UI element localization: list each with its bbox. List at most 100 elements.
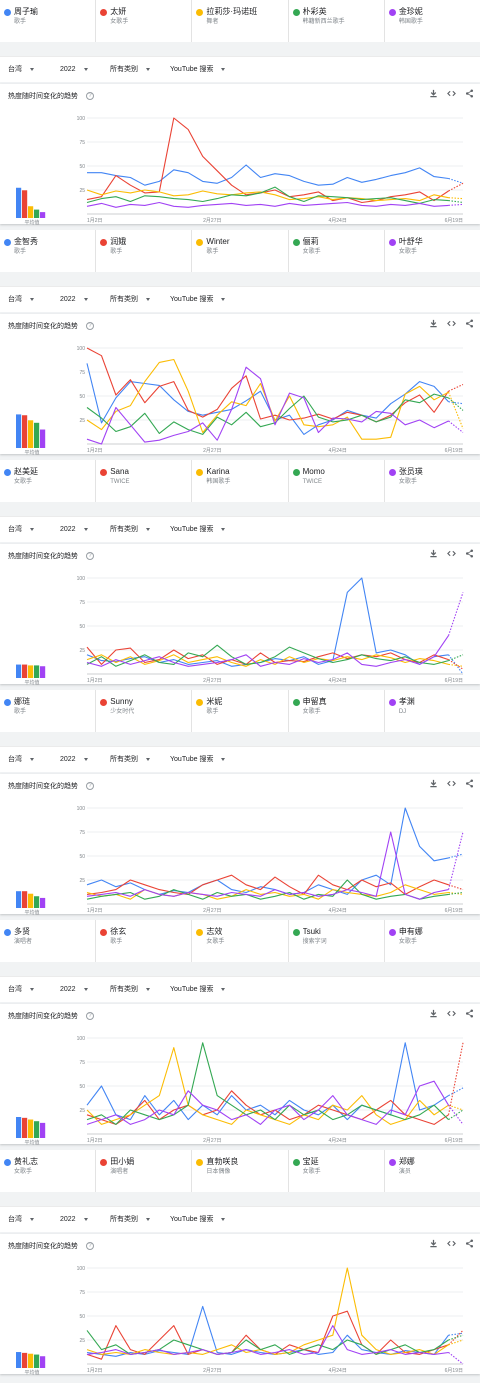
help-icon[interactable]: ? — [86, 92, 94, 101]
time-range-select[interactable]: 2022 — [60, 287, 88, 313]
help-icon[interactable]: ? — [86, 1012, 94, 1021]
compare-term-item[interactable]: Tsuki 搜索字词 — [289, 920, 385, 962]
compare-term-item[interactable]: 米妮 歌手 — [192, 690, 289, 732]
time-range-select[interactable]: 2022 — [60, 1207, 88, 1233]
compare-term-item[interactable]: 孝渊 DJ — [385, 690, 480, 732]
compare-term-item[interactable]: 田小娟 演唱者 — [96, 1150, 193, 1192]
download-icon[interactable] — [429, 319, 438, 328]
compare-term-item[interactable]: Sunny 少女时代 — [96, 690, 193, 732]
category-select[interactable]: 所有类别 — [110, 57, 150, 83]
compare-term-item[interactable]: 直勃咲良 日本偶像 — [192, 1150, 289, 1192]
compare-term-item[interactable]: 朴彩英 韩籍新西兰歌手 — [289, 0, 385, 42]
term-name: 润娥 — [110, 237, 127, 246]
region-select[interactable]: 台湾 — [8, 747, 34, 773]
search-source-select[interactable]: YouTube 搜索 — [170, 287, 226, 313]
download-icon[interactable] — [429, 1009, 438, 1018]
time-range-select[interactable]: 2022 — [60, 517, 88, 543]
compare-term-item[interactable]: 徐玄 歌手 — [96, 920, 193, 962]
card-title-text: 热度随时间变化的趋势 — [8, 93, 78, 100]
help-icon[interactable]: ? — [86, 782, 94, 791]
caret-down-icon — [83, 987, 88, 991]
embed-code-icon[interactable] — [447, 319, 456, 328]
embed-code-icon[interactable] — [447, 1239, 456, 1248]
compare-term-item[interactable]: 润娥 歌手 — [96, 230, 193, 272]
compare-terms-row: 赵美延 女歌手 Sana TWICE Karina 韩国歌手 Momo TWICE 张员瑛 女歌手 — [0, 460, 480, 502]
term-name: 黄礼志 — [14, 1157, 38, 1166]
help-icon[interactable]: ? — [86, 322, 94, 331]
term-type: 歌手 — [206, 249, 219, 255]
category-select[interactable]: 所有类别 — [110, 517, 150, 543]
average-bar — [34, 422, 40, 448]
share-icon[interactable] — [465, 549, 474, 558]
category-select[interactable]: 所有类别 — [110, 1207, 150, 1233]
interest-over-time-card: 热度随时间变化的趋势? 平均值 25 50 75 100 1月2日 2月27日 4月24日 6月1… — [0, 774, 480, 916]
series-partial-segment — [447, 1042, 464, 1115]
embed-code-icon[interactable] — [447, 1009, 456, 1018]
compare-term-item[interactable]: 志效 女歌手 — [192, 920, 289, 962]
compare-term-item[interactable]: Karina 韩国歌手 — [192, 460, 289, 502]
x-tick-label: 2月27日 — [203, 678, 221, 684]
card-actions — [429, 1239, 474, 1248]
compare-term-item[interactable]: 太妍 女歌手 — [96, 0, 193, 42]
compare-term-item[interactable]: Sana TWICE — [96, 460, 193, 502]
compare-term-item[interactable]: 周子瑜 歌手 — [0, 0, 97, 42]
share-icon[interactable] — [465, 779, 474, 788]
help-icon[interactable]: ? — [86, 552, 94, 561]
compare-term-item[interactable]: 俪莉 女歌手 — [289, 230, 385, 272]
compare-term-item[interactable]: 申留真 女歌手 — [289, 690, 385, 732]
compare-term-item[interactable]: 郑娜 演员 — [385, 1150, 480, 1192]
compare-term-item[interactable]: 宝延 女歌手 — [289, 1150, 385, 1192]
compare-term-item[interactable]: 多贤 演唱者 — [0, 920, 97, 962]
compare-term-item[interactable]: 拉莉莎·玛诺班 舞者 — [192, 0, 289, 42]
help-icon[interactable]: ? — [86, 1242, 94, 1251]
embed-code-icon[interactable] — [447, 549, 456, 558]
embed-code-icon[interactable] — [447, 779, 456, 788]
category-select[interactable]: 所有类别 — [110, 287, 150, 313]
search-source-select[interactable]: YouTube 搜索 — [170, 517, 226, 543]
series-partial-segment — [448, 1334, 464, 1341]
share-icon[interactable] — [465, 319, 474, 328]
search-source-select[interactable]: YouTube 搜索 — [170, 747, 226, 773]
compare-term-item[interactable]: 张员瑛 女歌手 — [385, 460, 480, 502]
region-select[interactable]: 台湾 — [8, 517, 34, 543]
search-source-select[interactable]: YouTube 搜索 — [170, 977, 226, 1003]
average-bars-chart — [16, 664, 46, 678]
download-icon[interactable] — [429, 89, 438, 98]
download-icon[interactable] — [429, 1239, 438, 1248]
caret-down-icon — [30, 527, 34, 531]
average-bar — [40, 1122, 46, 1138]
time-range-select[interactable]: 2022 — [60, 747, 88, 773]
category-select[interactable]: 所有类别 — [110, 977, 150, 1003]
search-source-select-value: YouTube 搜索 — [170, 296, 214, 303]
caret-down-icon — [221, 297, 226, 301]
embed-code-icon[interactable] — [447, 89, 456, 98]
compare-term-item[interactable]: 金智秀 歌手 — [0, 230, 97, 272]
time-range-select[interactable]: 2022 — [60, 977, 88, 1003]
search-source-select[interactable]: YouTube 搜索 — [170, 57, 226, 83]
share-icon[interactable] — [465, 1239, 474, 1248]
region-select[interactable]: 台湾 — [8, 57, 34, 83]
compare-term-item[interactable]: 黄礼志 女歌手 — [0, 1150, 97, 1192]
region-select[interactable]: 台湾 — [8, 977, 34, 1003]
card-title: 热度随时间变化的趋势? — [8, 321, 94, 331]
y-tick-label: 25 — [79, 418, 85, 424]
compare-term-item[interactable]: 娜琏 歌手 — [0, 690, 97, 732]
compare-term-item[interactable]: 叶舒华 女歌手 — [385, 230, 480, 272]
download-icon[interactable] — [429, 549, 438, 558]
compare-term-item[interactable]: 赵美延 女歌手 — [0, 460, 97, 502]
region-select[interactable]: 台湾 — [8, 287, 34, 313]
filter-bar: 台湾 2022 所有类别 YouTube 搜索 — [0, 286, 480, 312]
category-select[interactable]: 所有类别 — [110, 747, 150, 773]
time-range-select[interactable]: 2022 — [60, 57, 88, 83]
compare-term-item[interactable]: 申有娜 女歌手 — [385, 920, 480, 962]
compare-term-item[interactable]: 金珍妮 韩国歌手 — [385, 0, 480, 42]
search-source-select[interactable]: YouTube 搜索 — [170, 1207, 226, 1233]
region-select[interactable]: 台湾 — [8, 1207, 34, 1233]
y-tick-label: 100 — [77, 346, 86, 352]
series-line — [86, 1325, 449, 1355]
download-icon[interactable] — [429, 779, 438, 788]
compare-term-item[interactable]: Winter 歌手 — [192, 230, 289, 272]
share-icon[interactable] — [465, 1009, 474, 1018]
compare-term-item[interactable]: Momo TWICE — [289, 460, 385, 502]
share-icon[interactable] — [465, 89, 474, 98]
